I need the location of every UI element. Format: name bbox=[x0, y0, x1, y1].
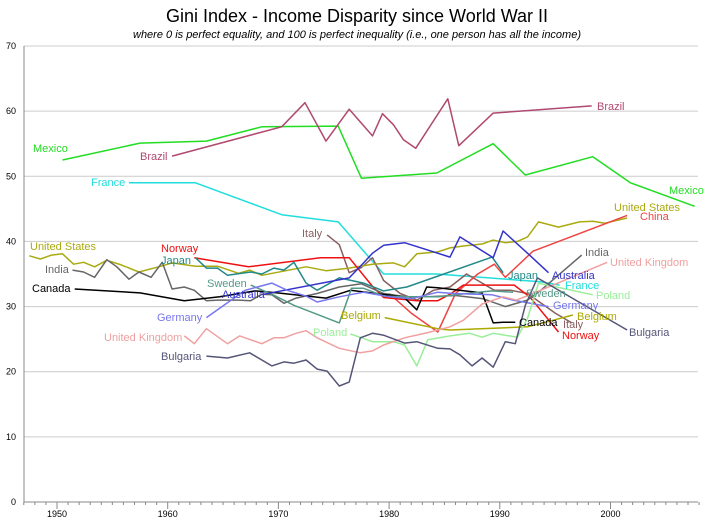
series-line-france bbox=[129, 182, 560, 286]
series-label-poland-end: Poland bbox=[596, 290, 630, 302]
series-label-japan-start: Japan bbox=[161, 255, 191, 267]
y-tick-label: 60 bbox=[6, 106, 16, 116]
series-label-belgium-start: Belgium bbox=[341, 310, 381, 322]
y-tick-label: 20 bbox=[6, 367, 16, 377]
series-label-poland-start: Poland bbox=[313, 327, 347, 339]
series-label-australia-start: Australia bbox=[222, 289, 266, 301]
series-label-italy-start: Italy bbox=[302, 228, 323, 240]
series-line-japan bbox=[194, 256, 504, 292]
series-label-germany-start: Germany bbox=[157, 312, 203, 324]
series-label-united-states-start: United States bbox=[30, 241, 97, 253]
series-label-brazil-end: Brazil bbox=[597, 101, 625, 113]
chart-subtitle: where 0 is perfect equality, and 100 is … bbox=[133, 29, 581, 41]
series-label-germany-end: Germany bbox=[553, 300, 599, 312]
series-line-norway bbox=[194, 256, 560, 333]
series-label-mexico-start: Mexico bbox=[33, 143, 68, 155]
series-label-bulgaria-start: Bulgaria bbox=[161, 351, 202, 363]
series-label-united-kingdom-start: United Kingdom bbox=[104, 332, 182, 344]
series-line-australia bbox=[263, 230, 550, 295]
y-tick-label: 0 bbox=[11, 497, 16, 507]
series-line-united-states bbox=[29, 217, 628, 277]
series-line-sweden bbox=[250, 284, 514, 324]
x-tick-label: 1960 bbox=[158, 509, 178, 519]
series-label-united-kingdom-end: United Kingdom bbox=[610, 257, 688, 269]
series-lines bbox=[29, 98, 695, 387]
series-label-brazil-start: Brazil bbox=[140, 151, 168, 163]
x-tick-label: 2000 bbox=[600, 509, 620, 519]
series-label-bulgaria-end: Bulgaria bbox=[629, 327, 670, 339]
x-tick-label: 1980 bbox=[379, 509, 399, 519]
series-label-china-start: China bbox=[640, 211, 670, 223]
series-label-japan-end: Japan bbox=[508, 270, 538, 282]
series-line-bulgaria bbox=[206, 277, 628, 387]
series-line-mexico bbox=[62, 125, 695, 208]
y-tick-label: 70 bbox=[6, 41, 16, 51]
series-label-belgium-end: Belgium bbox=[577, 311, 617, 323]
series-label-australia-end: Australia bbox=[552, 270, 596, 282]
series-label-canada-end: Canada bbox=[519, 317, 558, 329]
series-label-india-start: India bbox=[45, 264, 70, 276]
series-label-canada-start: Canada bbox=[32, 283, 71, 295]
y-tick-label: 40 bbox=[6, 236, 16, 246]
series-label-france-end: France bbox=[565, 280, 599, 292]
y-tick-label: 50 bbox=[6, 171, 16, 181]
axes: 0 10 20 30 40 50 60 70 1950 1960 1970 1980 1990 2000 bbox=[6, 41, 700, 519]
series-line-poland bbox=[350, 282, 593, 367]
series-line-china bbox=[388, 214, 628, 333]
series-label-india-end: India bbox=[585, 247, 610, 259]
series-label-italy-end: Italy bbox=[563, 319, 584, 331]
series-labels: Mexico Mexico Brazil Brazil France France Ital… bbox=[30, 101, 704, 363]
series-label-sweden-end: Sweden bbox=[526, 288, 566, 300]
series-label-norway-start: Norway bbox=[161, 243, 199, 255]
x-tick-label: 1970 bbox=[268, 509, 288, 519]
series-line-belgium bbox=[384, 314, 574, 331]
series-line-germany bbox=[205, 282, 549, 319]
x-tick-label: 1950 bbox=[47, 509, 67, 519]
series-line-brazil bbox=[171, 98, 592, 157]
y-tick-label: 30 bbox=[6, 302, 16, 312]
y-tick-label: 10 bbox=[6, 432, 16, 442]
series-label-sweden-start: Sweden bbox=[207, 278, 247, 290]
x-tick-label: 1990 bbox=[490, 509, 510, 519]
series-line-united-kingdom bbox=[183, 261, 608, 354]
series-label-united-states-end: United States bbox=[614, 202, 681, 214]
chart-title: Gini Index - Income Disparity since Worl… bbox=[166, 6, 548, 26]
series-label-norway-end: Norway bbox=[562, 330, 600, 342]
series-label-mexico-end: Mexico bbox=[669, 185, 704, 197]
series-label-france-start: France bbox=[91, 177, 125, 189]
